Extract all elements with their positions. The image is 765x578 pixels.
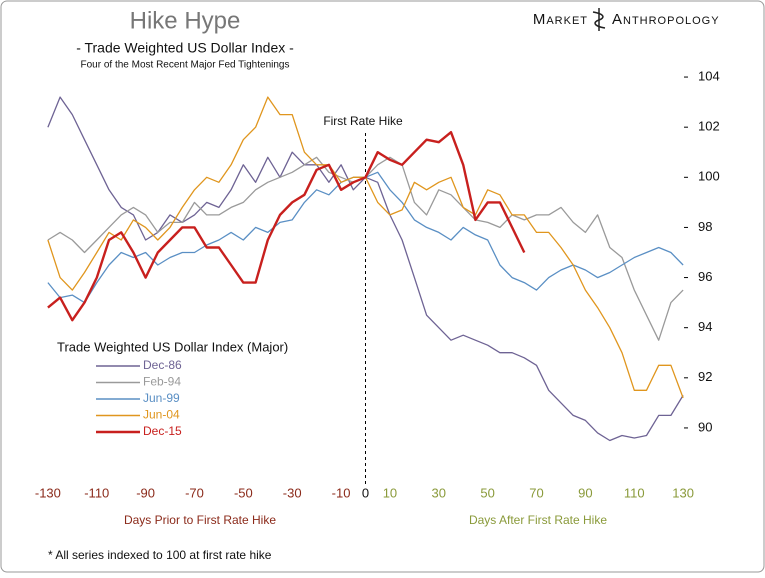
x-label-before: Days Prior to First Rate Hike xyxy=(124,513,276,527)
x-tick-label: -30 xyxy=(283,485,302,500)
x-tick-label: 110 xyxy=(624,485,645,500)
x-tick-label: 70 xyxy=(529,485,543,500)
legend-label: Feb-94 xyxy=(143,375,181,389)
brand-right: Anthropology xyxy=(612,11,720,28)
x-tick-label: -90 xyxy=(136,485,155,500)
x-tick-label: 0 xyxy=(362,485,369,500)
x-tick-label: -70 xyxy=(185,485,204,500)
brand-left: Market xyxy=(533,11,588,28)
y-tick-label: 100 xyxy=(698,169,720,184)
x-tick-label: 130 xyxy=(672,485,694,500)
x-tick-label: -110 xyxy=(84,485,109,500)
x-tick-label: 90 xyxy=(578,485,592,500)
legend-title: Trade Weighted US Dollar Index (Major) xyxy=(57,339,288,354)
y-tick-label: 90 xyxy=(698,419,712,434)
subtitle2: Four of the Most Recent Major Fed Tighte… xyxy=(81,60,290,71)
series-line xyxy=(47,131,526,322)
legend-label: Jun-99 xyxy=(143,391,180,405)
x-label-after: Days After First Rate Hike xyxy=(469,513,607,527)
chart-title: Hike Hype xyxy=(130,7,241,34)
legend-label: Jun-04 xyxy=(143,408,180,422)
x-tick-label: -10 xyxy=(332,485,351,500)
x-tick-label: -130 xyxy=(35,485,61,500)
x-tick-label: 50 xyxy=(480,485,494,500)
y-tick-label: 102 xyxy=(698,119,720,134)
x-tick-label: 10 xyxy=(383,485,397,500)
legend-label: Dec-15 xyxy=(143,424,182,438)
y-tick-label: 94 xyxy=(698,319,712,334)
x-tick-label: -50 xyxy=(234,485,253,500)
y-tick-label: 98 xyxy=(698,219,712,234)
legend-label: Dec-86 xyxy=(143,358,182,372)
brand-logo xyxy=(592,8,606,31)
x-tick-label: 30 xyxy=(432,485,446,500)
y-tick-label: 104 xyxy=(698,68,720,83)
y-tick-label: 96 xyxy=(698,269,712,284)
annotation: First Rate Hike xyxy=(323,114,403,128)
subtitle: - Trade Weighted US Dollar Index - xyxy=(76,40,294,56)
footnote: * All series indexed to 100 at first rat… xyxy=(48,548,272,562)
y-tick-label: 92 xyxy=(698,369,712,384)
